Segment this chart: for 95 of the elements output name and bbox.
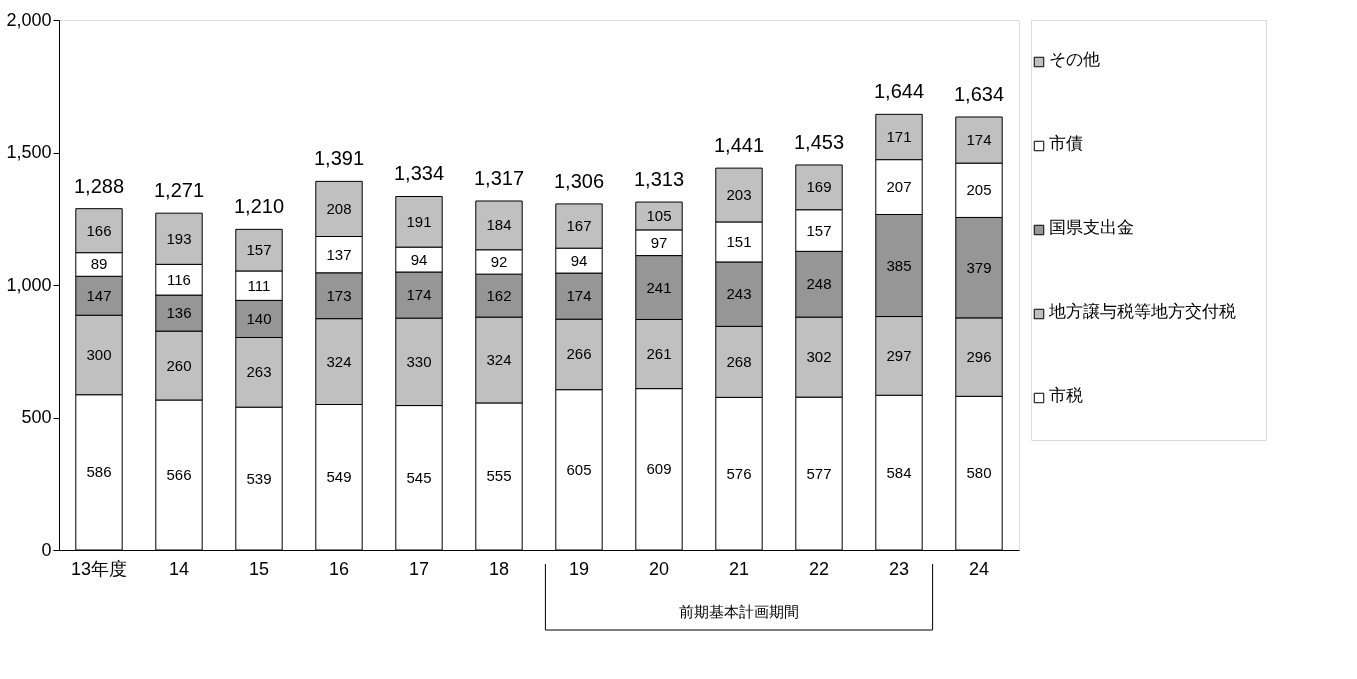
x-tick-label: 17 [408,558,430,579]
data-label: 171 [886,128,912,145]
data-label: 174 [966,131,992,149]
x-tick-label: 22 [808,558,830,579]
data-label: 549 [326,468,352,486]
x-tick-label: 19 [568,558,590,579]
data-label: 97 [650,233,668,251]
data-label: 207 [886,178,912,196]
total-label: 1,453 [793,130,845,153]
data-label: 330 [406,352,432,370]
data-label: 94 [570,251,588,269]
data-label: 379 [966,258,992,276]
total-label: 1,271 [153,179,205,202]
y-tick-label: 2,000 [6,9,52,30]
data-label: 385 [886,256,912,274]
data-label: 241 [646,278,672,296]
data-label: 205 [966,181,992,199]
x-tick-label: 15 [248,558,270,579]
data-label: 162 [486,286,512,304]
total-label: 1,306 [553,169,605,192]
data-label: 140 [246,309,272,327]
total-label: 1,391 [313,147,365,170]
data-label: 157 [246,241,272,259]
data-label: 136 [166,304,192,322]
total-label: 1,210 [233,195,285,218]
x-tick-label: 14 [168,558,190,579]
data-label: 151 [726,232,752,250]
total-label: 1,634 [953,82,1005,105]
data-label: 248 [806,275,832,293]
data-label: 105 [646,206,672,224]
data-label: 609 [646,460,672,478]
data-label: 580 [966,464,992,482]
text: 前期基本計画期間 [679,603,799,620]
data-label: 324 [486,350,512,368]
x-tick-label: 20 [648,558,670,579]
data-label: 111 [247,276,271,294]
data-label: 566 [166,466,192,484]
y-tick-label: 0 [41,539,52,560]
data-label: 268 [726,352,752,370]
legend-label: 市税 [1049,386,1083,405]
data-label: 166 [86,221,112,239]
y-tick-label: 1,000 [6,274,52,295]
data-label: 302 [806,348,832,366]
data-label: 586 [86,463,112,481]
total-label: 1,644 [873,80,925,103]
legend-label: 市債 [1049,134,1083,153]
data-label: 137 [326,245,352,263]
data-label: 297 [886,346,912,364]
data-label: 92 [490,252,508,270]
data-label: 147 [86,286,112,304]
data-label: 89 [90,255,108,273]
data-label: 539 [246,469,272,487]
data-label: 545 [406,468,432,486]
data-label: 324 [326,352,352,370]
x-tick-label: 18 [488,558,510,579]
data-label: 243 [726,285,752,303]
data-label: 94 [410,250,428,268]
data-label: 191 [406,212,432,230]
x-tick-label: 24 [968,558,990,579]
total-label: 1,441 [713,134,765,157]
data-label: 260 [166,356,192,374]
x-tick-label: 16 [328,558,350,579]
data-label: 605 [566,460,592,478]
y-tick-label: 500 [21,407,52,427]
data-label: 173 [326,286,352,304]
data-label: 184 [486,216,512,234]
data-label: 193 [166,229,192,247]
y-tick-label: 1,500 [6,142,52,162]
total-label: 1,313 [633,168,685,191]
legend-label: その他 [1049,50,1100,69]
data-label: 296 [966,348,992,366]
data-label: 174 [406,286,432,304]
data-label: 263 [246,363,272,381]
data-label: 208 [326,199,352,217]
x-tick-label: 21 [728,558,750,579]
data-label: 169 [806,178,832,196]
data-label: 555 [486,467,512,485]
data-label: 116 [167,270,191,288]
total-label: 1,334 [393,162,445,185]
data-label: 261 [646,345,672,363]
legend-label: 国県支出金 [1049,218,1134,237]
x-tick-label: 23 [888,558,910,579]
total-label: 1,317 [473,166,525,189]
data-label: 584 [886,463,912,481]
data-label: 157 [806,221,832,239]
data-label: 266 [566,345,592,363]
legend-label: 地方譲与税等地方交付税 [1048,302,1236,321]
data-label: 174 [566,287,592,305]
total-label: 1,288 [73,174,125,197]
data-label: 576 [726,464,752,482]
x-tick-label: 13年度 [70,558,128,579]
data-label: 203 [726,186,752,204]
data-label: 300 [86,345,112,363]
data-label: 577 [806,464,832,482]
data-label: 167 [566,217,592,235]
